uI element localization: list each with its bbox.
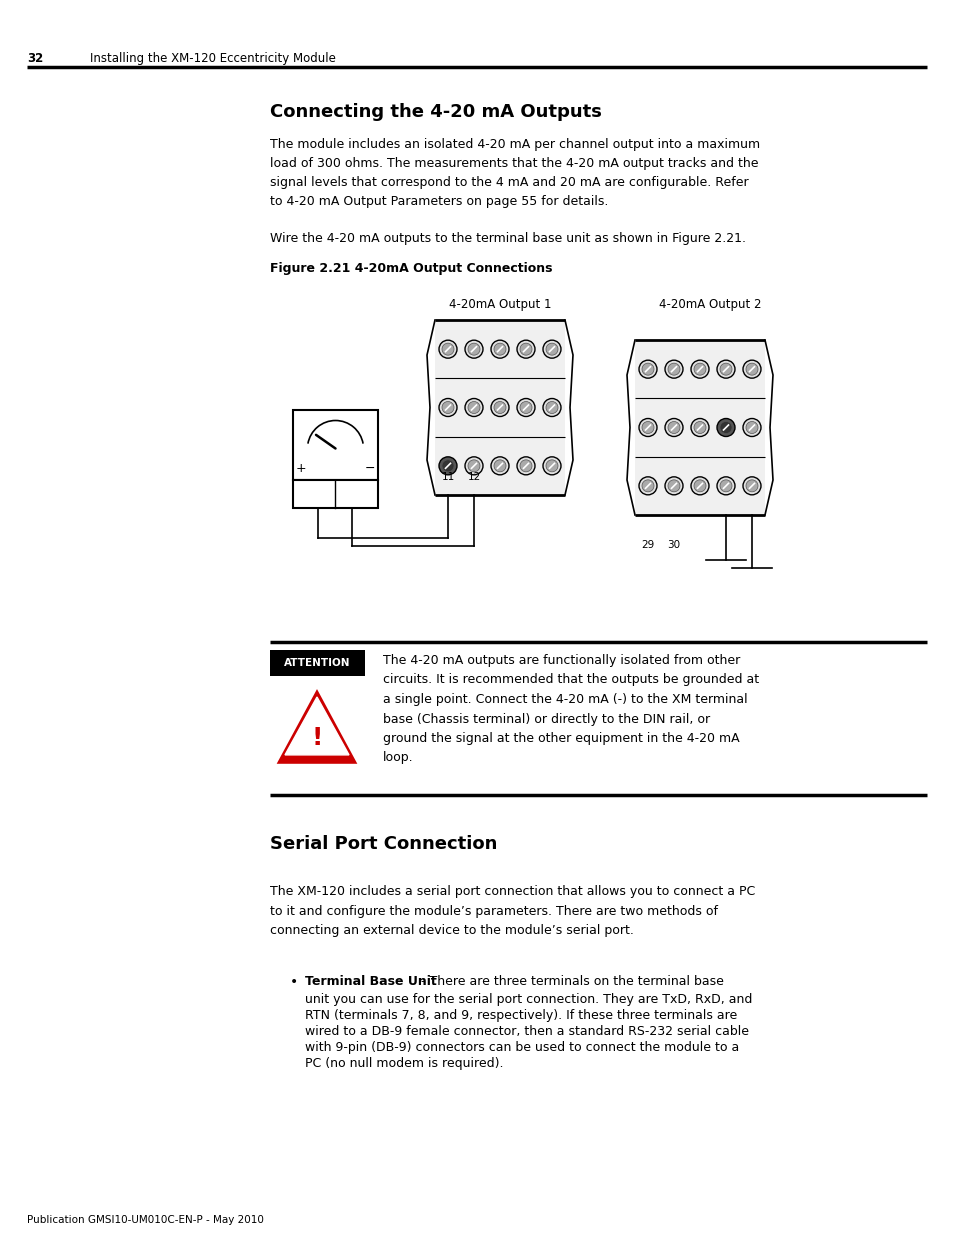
Circle shape <box>494 343 505 356</box>
Circle shape <box>491 399 509 416</box>
Text: - There are three terminals on the terminal base: - There are three terminals on the termi… <box>416 974 723 988</box>
Polygon shape <box>285 697 349 755</box>
Circle shape <box>464 457 482 474</box>
Circle shape <box>494 401 505 414</box>
Text: unit you can use for the serial port connection. They are TxD, RxD, and: unit you can use for the serial port con… <box>305 993 752 1007</box>
Circle shape <box>717 477 734 495</box>
Circle shape <box>438 340 456 358</box>
Circle shape <box>441 459 454 472</box>
Text: PC (no null modem is required).: PC (no null modem is required). <box>305 1057 503 1070</box>
Circle shape <box>667 363 679 375</box>
Circle shape <box>438 399 456 416</box>
Circle shape <box>742 477 760 495</box>
Circle shape <box>545 401 558 414</box>
Text: +: + <box>295 462 306 474</box>
Text: 32: 32 <box>27 52 43 65</box>
FancyBboxPatch shape <box>635 340 764 515</box>
Circle shape <box>742 419 760 436</box>
Circle shape <box>693 363 705 375</box>
Text: Installing the XM-120 Eccentricity Module: Installing the XM-120 Eccentricity Modul… <box>90 52 335 65</box>
Text: with 9-pin (DB-9) connectors can be used to connect the module to a: with 9-pin (DB-9) connectors can be used… <box>305 1041 739 1053</box>
Circle shape <box>545 459 558 472</box>
Circle shape <box>639 419 657 436</box>
Circle shape <box>641 421 654 433</box>
Circle shape <box>519 401 532 414</box>
Circle shape <box>542 399 560 416</box>
Text: 4-20mA Output 2: 4-20mA Output 2 <box>659 298 760 311</box>
Circle shape <box>491 340 509 358</box>
Circle shape <box>667 480 679 492</box>
Text: −: − <box>364 462 375 474</box>
Circle shape <box>690 477 708 495</box>
FancyBboxPatch shape <box>435 320 564 495</box>
Text: Wire the 4-20 mA outputs to the terminal base unit as shown in Figure 2.21.: Wire the 4-20 mA outputs to the terminal… <box>270 232 745 245</box>
Circle shape <box>517 399 535 416</box>
Text: 11: 11 <box>441 472 455 482</box>
FancyBboxPatch shape <box>293 480 377 508</box>
Text: ATTENTION: ATTENTION <box>284 658 351 668</box>
Circle shape <box>745 480 758 492</box>
Circle shape <box>542 457 560 474</box>
Text: Connecting the 4-20 mA Outputs: Connecting the 4-20 mA Outputs <box>270 103 601 121</box>
Circle shape <box>519 343 532 356</box>
Circle shape <box>664 361 682 378</box>
Circle shape <box>517 457 535 474</box>
Circle shape <box>468 401 479 414</box>
Text: The 4-20 mA outputs are functionally isolated from other
circuits. It is recomme: The 4-20 mA outputs are functionally iso… <box>382 655 759 764</box>
Circle shape <box>468 343 479 356</box>
Text: RTN (terminals 7, 8, and 9, respectively). If these three terminals are: RTN (terminals 7, 8, and 9, respectively… <box>305 1009 737 1023</box>
Text: wired to a DB-9 female connector, then a standard RS-232 serial cable: wired to a DB-9 female connector, then a… <box>305 1025 748 1037</box>
Circle shape <box>639 361 657 378</box>
Text: The module includes an isolated 4-20 mA per channel output into a maximum
load o: The module includes an isolated 4-20 mA … <box>270 138 760 207</box>
Text: 12: 12 <box>467 472 480 482</box>
Circle shape <box>690 419 708 436</box>
Text: !: ! <box>311 726 322 750</box>
Circle shape <box>494 459 505 472</box>
Circle shape <box>641 480 654 492</box>
Circle shape <box>745 363 758 375</box>
Circle shape <box>464 340 482 358</box>
Circle shape <box>641 363 654 375</box>
Circle shape <box>639 477 657 495</box>
Polygon shape <box>278 692 355 762</box>
Text: 30: 30 <box>667 540 679 550</box>
Circle shape <box>464 399 482 416</box>
Circle shape <box>664 419 682 436</box>
Circle shape <box>542 340 560 358</box>
Text: 29: 29 <box>640 540 654 550</box>
Circle shape <box>742 361 760 378</box>
Text: Figure 2.21 4-20mA Output Connections: Figure 2.21 4-20mA Output Connections <box>270 262 552 275</box>
Circle shape <box>693 421 705 433</box>
Circle shape <box>545 343 558 356</box>
Circle shape <box>441 401 454 414</box>
Circle shape <box>720 363 731 375</box>
Circle shape <box>438 457 456 474</box>
FancyBboxPatch shape <box>293 410 377 480</box>
Circle shape <box>717 361 734 378</box>
Circle shape <box>491 457 509 474</box>
Text: The XM-120 includes a serial port connection that allows you to connect a PC
to : The XM-120 includes a serial port connec… <box>270 885 755 937</box>
Text: Serial Port Connection: Serial Port Connection <box>270 835 497 853</box>
Circle shape <box>720 480 731 492</box>
Circle shape <box>720 421 731 433</box>
FancyBboxPatch shape <box>270 650 365 676</box>
Circle shape <box>690 361 708 378</box>
Circle shape <box>664 477 682 495</box>
Circle shape <box>519 459 532 472</box>
Text: Terminal Base Unit: Terminal Base Unit <box>305 974 436 988</box>
Circle shape <box>468 459 479 472</box>
Circle shape <box>517 340 535 358</box>
Text: •: • <box>290 974 298 989</box>
Circle shape <box>717 419 734 436</box>
Text: 4-20mA Output 1: 4-20mA Output 1 <box>448 298 551 311</box>
Circle shape <box>667 421 679 433</box>
Text: Publication GMSI10-UM010C-EN-P - May 2010: Publication GMSI10-UM010C-EN-P - May 201… <box>27 1215 264 1225</box>
Circle shape <box>745 421 758 433</box>
Circle shape <box>441 343 454 356</box>
Circle shape <box>693 480 705 492</box>
